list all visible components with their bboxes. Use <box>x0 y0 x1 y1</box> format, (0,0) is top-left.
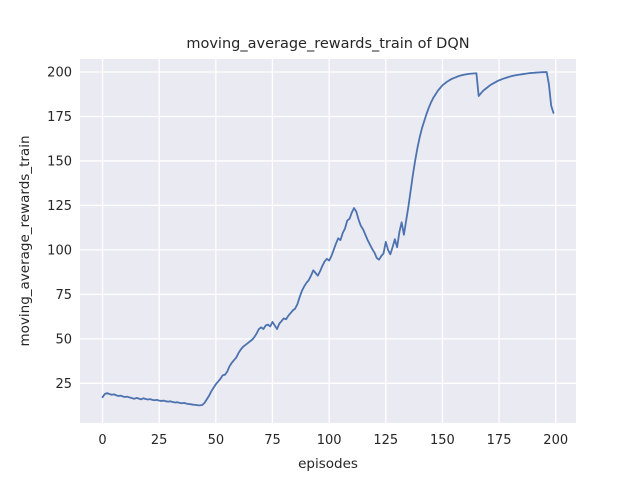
y-tick-label: 150 <box>47 155 72 170</box>
y-tick-label: 75 <box>55 288 72 303</box>
y-tick-label: 200 <box>47 66 72 81</box>
y-tick-label: 50 <box>55 332 72 347</box>
y-axis-label: moving_average_rewards_train <box>17 135 33 346</box>
x-tick-label: 75 <box>264 433 281 448</box>
x-axis-tick-labels: 0 25 50 75 100 125 150 175 200 <box>98 433 568 448</box>
x-tick-label: 100 <box>317 433 342 448</box>
x-tick-label: 125 <box>373 433 398 448</box>
series-group <box>101 71 555 407</box>
y-tick-label: 125 <box>47 199 72 214</box>
y-tick-label: 175 <box>47 110 72 125</box>
reward-line <box>101 71 555 407</box>
x-axis-label: episodes <box>298 456 358 472</box>
plot-area <box>80 59 576 423</box>
x-tick-label: 175 <box>487 433 512 448</box>
y-axis-tick-labels: 25 50 75 100 125 150 175 200 <box>47 66 72 392</box>
x-tick-label: 0 <box>98 433 106 448</box>
x-tick-label: 150 <box>430 433 455 448</box>
x-tick-label: 200 <box>543 433 568 448</box>
x-tick-label: 50 <box>208 433 225 448</box>
x-tick-label: 25 <box>151 433 168 448</box>
chart-title: moving_average_rewards_train of DQN <box>186 36 469 52</box>
y-tick-label: 100 <box>47 243 72 258</box>
gridlines <box>80 59 576 423</box>
y-tick-label: 25 <box>55 377 72 392</box>
